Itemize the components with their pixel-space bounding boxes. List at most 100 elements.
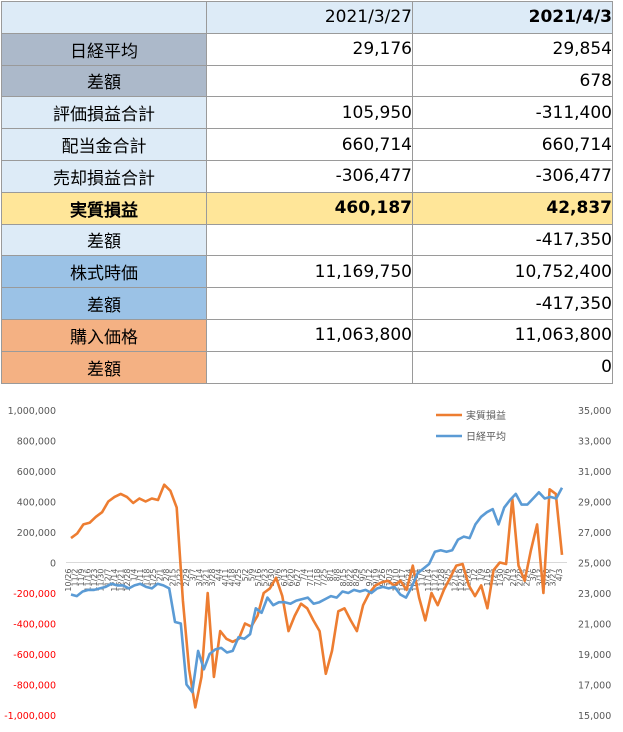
x-axis-tick-label: 2/27	[522, 569, 531, 587]
value-prev: 11,169,750	[206, 255, 413, 289]
right-axis-tick-label: 27,000	[578, 528, 611, 539]
left-axis-tick-label: 400,000	[17, 498, 56, 509]
x-axis-tick-label: 1/18	[143, 569, 152, 587]
x-axis-tick-label: 5/16	[254, 569, 263, 587]
x-axis-tick-label: 9/12	[365, 569, 374, 587]
row-label: 差額	[1, 350, 207, 384]
x-axis-tick-label: 2/29	[182, 569, 191, 587]
x-axis-tick-label: 8/15	[339, 569, 348, 587]
value-prev: 660,714	[206, 128, 413, 161]
x-axis-tick-label: 5/23	[260, 569, 269, 587]
combo-line-chart: 1,000,000 800,000 600,000 400,000 200,000 0 -2…	[4, 406, 611, 722]
left-axis-tick-label: 0	[50, 559, 56, 570]
x-axis-tick-labels: 10/2611/211/911/1611/2311/3012/712/1412/…	[64, 569, 564, 592]
table-row: 差額 -417,350	[1, 223, 613, 257]
row-label: 差額	[1, 64, 207, 98]
x-axis-tick-label: 9/5	[359, 569, 368, 582]
right-axis-tick-label: 33,000	[578, 437, 611, 448]
x-axis-tick-label: 6/27	[293, 569, 302, 587]
x-axis-tick-label: 1/25	[149, 569, 158, 587]
row-label: 日経平均	[1, 32, 207, 66]
x-axis-tick-label: 10/3	[385, 569, 394, 587]
left-axis-tick-label: -800,000	[13, 681, 56, 692]
series-group	[70, 483, 564, 709]
header-date-current: 2021/4/3	[412, 1, 613, 34]
series-line-1	[70, 487, 564, 694]
left-axis-tick-label: 800,000	[17, 437, 56, 448]
x-axis-tick-label: 3/13	[535, 569, 544, 587]
value-current: 11,063,800	[412, 318, 613, 352]
right-axis-tick-label: 23,000	[578, 589, 611, 600]
right-axis-tick-label: 15,000	[578, 711, 611, 722]
legend-label: 実質損益	[466, 409, 506, 422]
x-axis-tick-label: 4/4	[215, 569, 224, 582]
value-current: 0	[412, 350, 613, 384]
table-row: 購入価格 11,063,800 11,063,800	[1, 318, 613, 352]
x-axis-tick-label: 1/2	[470, 569, 479, 582]
header-row: 2021/3/27 2021/4/3	[1, 1, 613, 34]
x-axis-tick-label: 1/30	[496, 569, 505, 587]
x-axis-tick-label: 6/20	[287, 569, 296, 587]
table-row: 配当金合計 660,714 660,714	[1, 128, 613, 161]
value-current: -417,350	[412, 223, 613, 257]
x-axis-tick-label: 8/8	[332, 569, 341, 582]
right-axis-tick-label: 21,000	[578, 620, 611, 631]
table-row: 株式時価 11,169,750 10,752,400	[1, 255, 613, 289]
row-label: 株式時価	[1, 255, 207, 289]
row-label: 評価損益合計	[1, 96, 207, 130]
summary-table: 2021/3/27 2021/4/3 日経平均 29,176 29,854 差額 678…	[1, 1, 613, 384]
x-axis-tick-label: 3/21	[201, 569, 210, 587]
x-axis-tick-label: 4/25	[234, 569, 243, 587]
x-axis-tick-label: 4/18	[228, 569, 237, 587]
right-axis-ticks: 35,000 33,000 31,000 29,000 27,000 25,000 23,0…	[578, 406, 611, 722]
table-row: 実質損益 460,187 42,837	[1, 191, 613, 225]
x-axis-tick-label: 1/4	[129, 569, 138, 582]
x-axis-tick-label: 5/30	[267, 569, 276, 587]
x-axis-tick-label: 2/13	[509, 569, 518, 587]
value-prev	[206, 287, 413, 320]
value-current: 678	[412, 64, 613, 98]
left-axis-tick-label: 200,000	[17, 528, 56, 539]
x-axis-tick-label: 6/13	[280, 569, 289, 587]
table-row: 差額 -417,350	[1, 287, 613, 320]
x-axis-tick-label: 1/9	[476, 569, 485, 582]
x-axis-tick-label: 9/19	[372, 569, 381, 587]
x-axis-tick-label: 12/12	[450, 569, 459, 592]
x-axis-tick-label: 3/7	[188, 569, 197, 582]
value-current: -311,400	[412, 96, 613, 130]
value-prev: 11,063,800	[206, 318, 413, 352]
value-prev	[206, 64, 413, 98]
row-label: 購入価格	[1, 318, 207, 352]
value-prev	[206, 350, 413, 384]
right-axis-tick-label: 17,000	[578, 681, 611, 692]
value-prev: 105,950	[206, 96, 413, 130]
x-axis-tick-label: 3/20	[542, 569, 551, 587]
x-axis-tick-label: 11/23	[90, 569, 99, 592]
left-axis-tick-label: -1,000,000	[4, 711, 56, 722]
right-axis-tick-label: 35,000	[578, 406, 611, 417]
x-axis-tick-label: 12/5	[444, 569, 453, 587]
value-current: -417,350	[412, 287, 613, 320]
x-axis-tick-label: 5/9	[247, 569, 256, 582]
x-axis-tick-label: 12/14	[110, 569, 119, 592]
x-axis-tick-label: 10/26	[64, 569, 73, 592]
x-axis-tick-label: 6/6	[273, 569, 282, 582]
left-axis-ticks: 1,000,000 800,000 600,000 400,000 200,000 0 -2…	[4, 406, 56, 722]
left-axis-tick-label: -400,000	[13, 620, 56, 631]
x-axis-tick-label: 1/23	[490, 569, 499, 587]
x-axis-tick-label: 8/29	[352, 569, 361, 587]
row-label: 差額	[1, 287, 207, 320]
table-row: 差額 678	[1, 64, 613, 98]
row-label: 実質損益	[1, 191, 207, 225]
x-axis-tick-label: 8/22	[346, 569, 355, 587]
right-axis-tick-label: 19,000	[578, 650, 611, 661]
x-axis-tick-label: 2/6	[503, 569, 512, 582]
table-row: 差額 0	[1, 350, 613, 384]
x-axis-tick-label: 2/1	[156, 569, 165, 582]
header-date-prev: 2021/3/27	[206, 1, 413, 34]
x-axis-tick-label: 11/14	[424, 569, 433, 592]
x-axis-tick-label: 12/7	[103, 569, 112, 587]
left-axis-tick-label: 1,000,000	[8, 406, 56, 417]
x-axis-tick-label: 3/14	[195, 569, 204, 587]
table-row: 日経平均 29,176 29,854	[1, 32, 613, 66]
